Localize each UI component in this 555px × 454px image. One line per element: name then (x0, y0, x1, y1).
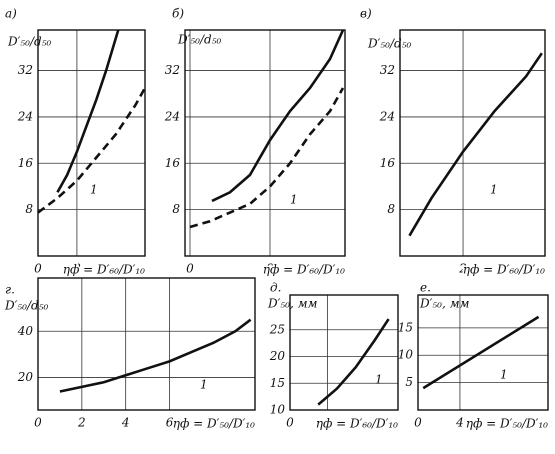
panel-label: в) (360, 7, 372, 21)
x-axis-label: ηф = D′₅₀/D′₁₀ (173, 417, 255, 431)
y-tick-label: 15 (270, 376, 285, 390)
x-tick-label: 0 (186, 262, 194, 276)
x-axis-label: ηф = D′₆₀/D′₁₀ (316, 417, 398, 431)
y-tick-label: 32 (380, 63, 395, 77)
plot-frame (37, 29, 146, 257)
data-line (422, 315, 540, 390)
y-tick-label: 8 (25, 202, 33, 216)
y-tick-label: 24 (17, 109, 33, 123)
x-axis-label: ηф = D′₆₀/D′₁₀ (263, 263, 345, 277)
y-axis-label: D′₅₀/d₅₀ (177, 33, 222, 47)
y-tick-label: 15 (398, 320, 413, 334)
curve-annotation: 1 (500, 368, 508, 382)
x-tick-label: 0 (286, 416, 294, 430)
curve-annotation: 1 (200, 378, 208, 392)
x-tick-label: 2 (458, 262, 467, 276)
y-tick-label: 10 (398, 348, 414, 362)
y-tick-label: 16 (18, 156, 34, 170)
panel-label: б) (172, 7, 184, 21)
plot-frame (399, 29, 546, 257)
y-axis-label: D′₅₀, мм (419, 297, 470, 311)
y-axis-label: D′₅₀/d₅₀ (7, 35, 52, 49)
x-axis-label: ηф = D′₅₀/D′₁₀ (466, 417, 548, 431)
y-axis-label: D′₅₀/d₅₀ (367, 37, 412, 51)
y-tick-label: 5 (405, 375, 413, 389)
x-tick-label: 0 (414, 416, 422, 430)
panel-label: д. (270, 281, 281, 295)
plot-frame (37, 277, 256, 411)
y-tick-label: 25 (269, 322, 285, 336)
x-tick-label: 6 (166, 416, 174, 430)
y-tick-label: 16 (165, 156, 181, 170)
x-tick-label: 4 (121, 416, 130, 430)
x-tick-label: 4 (323, 416, 332, 430)
data-line (189, 87, 345, 229)
y-tick-label: 8 (172, 202, 180, 216)
y-tick-label: 24 (379, 109, 395, 123)
y-tick-label: 32 (18, 63, 33, 77)
y-tick-label: 10 (270, 403, 286, 417)
data-line (408, 52, 543, 237)
data-line (211, 29, 345, 203)
x-tick-label: 8 (266, 262, 274, 276)
y-tick-label: 32 (165, 63, 180, 77)
x-axis-label: ηф = D′₆₀/D′₁₀ (463, 263, 545, 277)
curve-annotation: 1 (90, 183, 98, 197)
data-line (317, 318, 390, 406)
curve-annotation: 1 (290, 193, 298, 207)
y-tick-label: 20 (269, 349, 286, 363)
plot-frame (417, 294, 549, 411)
panel-label: е. (420, 281, 431, 295)
y-tick-label: 20 (17, 370, 34, 384)
x-tick-label: 2 (77, 416, 86, 430)
x-tick-label: 8 (73, 262, 81, 276)
data-line (56, 29, 120, 193)
plot-frame (184, 29, 346, 257)
curve-annotation: 1 (375, 373, 383, 387)
y-tick-label: 24 (164, 109, 180, 123)
y-axis-label: D′₅₀/d₅₀ (4, 299, 49, 313)
x-tick-label: 0 (34, 262, 42, 276)
plot-frame (289, 294, 399, 411)
data-line (59, 318, 252, 393)
y-axis-label: D′₅₀, мм (267, 297, 318, 311)
y-tick-label: 16 (380, 156, 396, 170)
x-axis-label: ηф = D′₆₀/D′₁₀ (63, 263, 145, 277)
data-line (37, 87, 147, 214)
y-tick-label: 8 (387, 202, 395, 216)
curve-annotation: 1 (490, 183, 498, 197)
y-tick-label: 40 (17, 324, 34, 338)
x-tick-label: 4 (455, 416, 464, 430)
panel-label: г. (5, 283, 15, 297)
panel-label: а) (5, 7, 17, 21)
x-tick-label: 0 (34, 416, 42, 430)
